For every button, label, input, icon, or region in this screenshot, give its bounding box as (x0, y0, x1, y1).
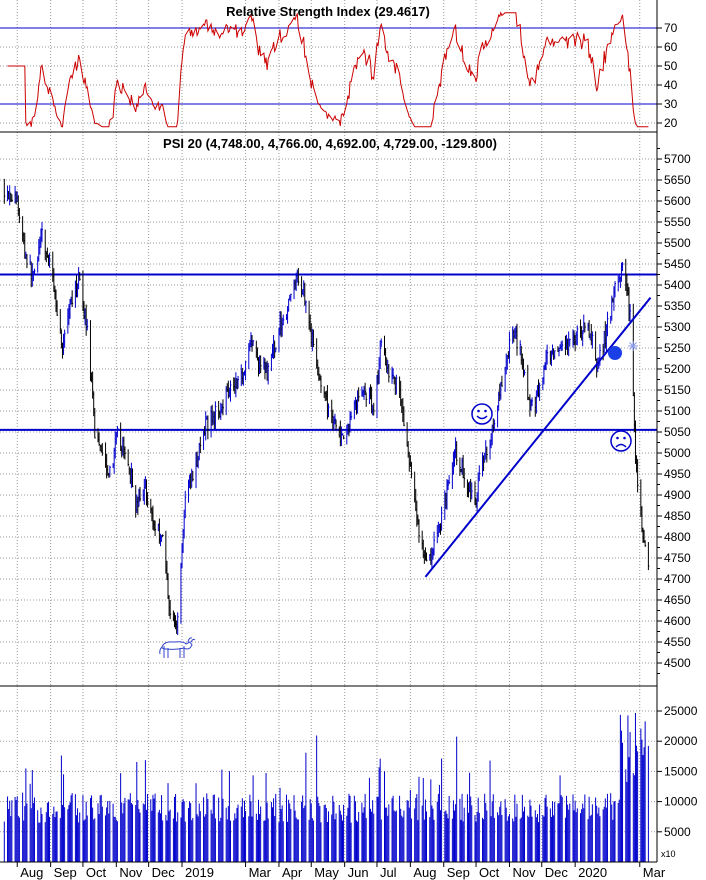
y-tick-label: 25000 (664, 704, 698, 718)
price-title: PSI 20 (4,748.00, 4,766.00, 4,692.00, 4,… (163, 136, 497, 151)
frown-icon (610, 430, 632, 452)
rsi-axis: 20 30 40 50 60 70 (657, 21, 678, 130)
x-tick-label: Nov (119, 865, 143, 880)
y-tick-label: 4500 (664, 656, 691, 670)
y-tick-label: 70 (664, 21, 678, 35)
y-tick-label: 4900 (664, 488, 691, 502)
dot-marker-icon (608, 346, 622, 360)
y-tick-label: 40 (664, 78, 678, 92)
y-tick-label: 5000 (664, 446, 691, 460)
y-tick-label: 60 (664, 40, 678, 54)
volume-grid (0, 686, 657, 862)
x-tick-label: Oct (479, 865, 500, 880)
y-tick-label: 4550 (664, 635, 691, 649)
y-tick-label: 15000 (664, 764, 698, 778)
x-tick-label: May (314, 865, 339, 880)
price-axis: 4500 4550 4600 4650 4700 4750 4800 4850 4900 4950… (657, 148, 691, 674)
x-tick-label: Aug (413, 865, 436, 880)
bull-icon (159, 637, 196, 658)
rsi-line (7, 11, 649, 128)
volume-panel: 5000 10000 15000 20000 25000 x10 (0, 686, 698, 862)
y-tick-label: 5650 (664, 173, 691, 187)
x-axis: Aug Sep Oct Nov Dec 2019 Mar Apr May Jun Jul Aug Sep… (16, 862, 666, 880)
x-tick-label: Dec (152, 865, 176, 880)
x-tick-label: Apr (282, 865, 303, 880)
x-tick-label: Aug (20, 865, 43, 880)
volume-multiplier-label: x10 (661, 849, 676, 859)
y-tick-label: 5100 (664, 404, 691, 418)
volume-axis: 5000 10000 15000 20000 25000 (657, 704, 698, 839)
y-tick-label: 50 (664, 59, 678, 73)
y-tick-label: 4700 (664, 572, 691, 586)
x-tick-label: 2019 (185, 865, 214, 880)
y-tick-label: 5200 (664, 362, 691, 376)
x-tick-label: Oct (86, 865, 107, 880)
x-tick-label: 2020 (578, 865, 607, 880)
y-tick-label: 10000 (664, 795, 698, 809)
price-bars (3, 178, 650, 636)
y-tick-label: 5250 (664, 341, 691, 355)
rsi-reference-lines (0, 27, 657, 105)
x-tick-label: Jul (380, 865, 397, 880)
y-tick-label: 20 (664, 116, 678, 130)
y-tick-label: 5050 (664, 425, 691, 439)
y-tick-label: 5400 (664, 278, 691, 292)
x-tick-label: Mar (249, 865, 272, 880)
y-tick-label: 4750 (664, 551, 691, 565)
rsi-grid (0, 0, 657, 132)
sparkle-icon (628, 341, 638, 351)
y-tick-label: 4650 (664, 593, 691, 607)
y-tick-label: 4850 (664, 509, 691, 523)
y-tick-label: 5300 (664, 320, 691, 334)
y-tick-label: 5500 (664, 236, 691, 250)
y-tick-label: 5350 (664, 299, 691, 313)
rsi-panel: 20 30 40 50 60 70 Relative Strength Index (29… (0, 0, 678, 132)
smiley-icon (471, 403, 493, 425)
y-tick-label: 4600 (664, 614, 691, 628)
y-tick-label: 5150 (664, 383, 691, 397)
x-tick-label: Sep (447, 865, 470, 880)
y-tick-label: 5000 (664, 825, 691, 839)
y-tick-label: 5600 (664, 194, 691, 208)
x-tick-label: Sep (54, 865, 77, 880)
panel-frame (0, 0, 658, 863)
y-tick-label: 5700 (664, 152, 691, 166)
rsi-title: Relative Strength Index (29.4617) (226, 4, 430, 19)
price-horizontal-lines (0, 273, 657, 431)
y-tick-label: 4800 (664, 530, 691, 544)
volume-bars (3, 712, 649, 862)
x-tick-label: Nov (512, 865, 536, 880)
price-panel: 4500 4550 4600 4650 4700 4750 4800 4850 4900 4950… (0, 132, 691, 686)
trendline (424, 296, 652, 578)
x-tick-label: Jun (348, 865, 369, 880)
x-tick-label: Mar (643, 865, 666, 880)
y-tick-label: 5450 (664, 257, 691, 271)
y-tick-label: 4950 (664, 467, 691, 481)
x-tick-label: Dec (545, 865, 569, 880)
y-tick-label: 20000 (664, 734, 698, 748)
y-tick-label: 5550 (664, 215, 691, 229)
y-tick-label: 30 (664, 97, 678, 111)
